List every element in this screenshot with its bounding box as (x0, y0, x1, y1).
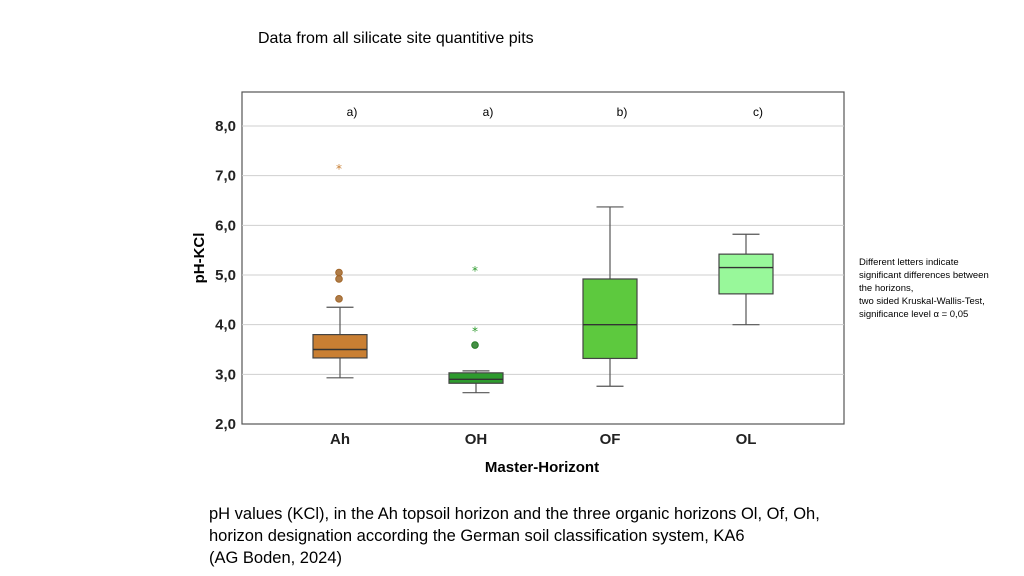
y-tick-labels: 2,0 3,0 4,0 5,0 6,0 7,0 8,0 (215, 118, 236, 433)
figure-caption: pH values (KCl), in the Ah topsoil horiz… (209, 503, 820, 569)
x-tick-label: OF (600, 431, 621, 448)
box-iqr (448, 372, 504, 384)
slide-title: Data from all silicate site quantitive p… (258, 30, 534, 47)
y-tick-label: 4,0 (215, 317, 236, 334)
significance-note: Different letters indicate significant d… (859, 256, 1019, 321)
box-iqr (582, 278, 638, 360)
extreme-point: * (472, 325, 478, 339)
y-tick-label: 6,0 (215, 217, 236, 234)
y-axis-label: pH-KCl (191, 233, 208, 284)
x-tick-label: OH (465, 431, 488, 448)
note-line: the horizons, (859, 283, 914, 294)
caption-line: pH values (KCl), in the Ah topsoil horiz… (209, 505, 820, 523)
box-iqr (718, 253, 774, 295)
outlier-point (335, 275, 343, 283)
y-tick-label: 3,0 (215, 366, 236, 383)
note-line: two sided Kruskal-Wallis-Test, (859, 296, 985, 307)
note-line: Different letters indicate (859, 257, 959, 268)
box-series: *** (312, 162, 774, 394)
significance-letter: a) (483, 105, 494, 119)
y-tick-label: 7,0 (215, 168, 236, 185)
note-line: significant differences between (859, 270, 989, 281)
note-line: significance level α = 0,05 (859, 309, 969, 320)
caption-line: (AG Boden, 2024) (209, 549, 342, 567)
outlier-point (335, 295, 343, 303)
y-tick-label: 2,0 (215, 416, 236, 433)
significance-letter: b) (617, 105, 628, 119)
x-axis-label: Master-Horizont (485, 459, 599, 476)
box-oh: ** (448, 264, 504, 394)
box-iqr (312, 334, 368, 359)
significance-letters: a) a) b) c) (347, 105, 763, 119)
outlier-point (471, 341, 479, 349)
significance-letter: c) (753, 105, 763, 119)
y-tick-label: 5,0 (215, 267, 236, 284)
caption-line: horizon designation according the German… (209, 527, 745, 545)
box-of (582, 206, 638, 387)
y-tick-label: 8,0 (215, 118, 236, 135)
x-tick-label: Ah (330, 431, 350, 448)
x-tick-labels: Ah OH OF OL (330, 431, 756, 448)
significance-letter: a) (347, 105, 358, 119)
box-ol (718, 233, 774, 326)
extreme-point: * (472, 264, 478, 278)
extreme-point: * (336, 162, 342, 176)
x-tick-label: OL (736, 431, 757, 448)
box-ah: * (312, 162, 368, 379)
outlier-point (335, 268, 343, 277)
